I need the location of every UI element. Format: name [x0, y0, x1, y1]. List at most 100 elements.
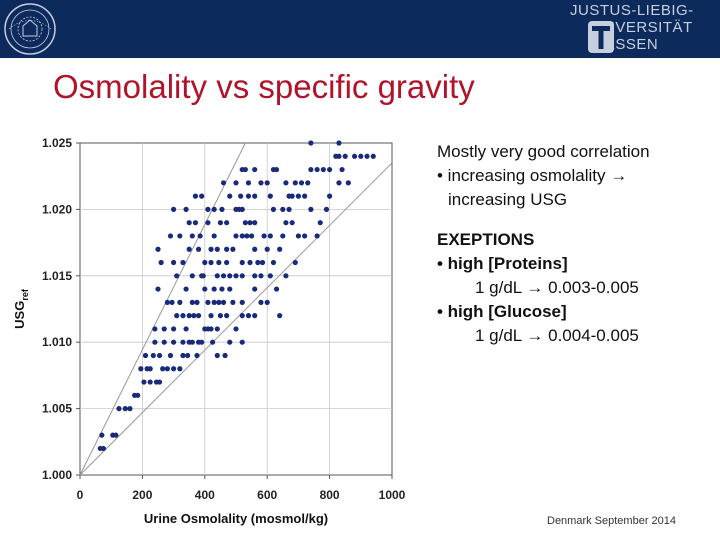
data-point — [264, 180, 270, 186]
y-tick-label: 1.005 — [42, 402, 72, 416]
data-point — [283, 180, 289, 186]
x-tick-label: 200 — [132, 488, 152, 502]
data-point — [345, 180, 351, 186]
data-point — [259, 259, 266, 266]
data-point — [277, 246, 283, 252]
data-point — [127, 406, 133, 412]
data-point — [351, 153, 358, 159]
x-tick-label: 0 — [77, 488, 84, 502]
data-point — [270, 259, 277, 266]
data-point — [183, 286, 189, 292]
data-point — [180, 339, 186, 345]
data-point — [258, 180, 264, 186]
data-point — [208, 313, 214, 319]
data-point — [189, 299, 195, 305]
data-point — [233, 206, 239, 212]
data-point — [308, 166, 314, 173]
data-point — [339, 166, 345, 173]
data-point — [249, 233, 255, 239]
data-point — [255, 259, 261, 266]
data-point — [239, 273, 245, 279]
data-point — [214, 273, 220, 279]
exception-glucose-range: 0.004-0.005 — [548, 326, 639, 345]
data-point — [208, 326, 214, 332]
data-point — [138, 366, 144, 372]
data-point — [238, 193, 244, 199]
note-line-3: increasing USG — [448, 190, 568, 209]
y-axis-title: USGref — [12, 288, 30, 329]
data-point — [247, 220, 253, 226]
slide-footer: Denmark September 2014 — [547, 515, 677, 527]
data-point — [277, 313, 283, 319]
data-point — [152, 339, 158, 345]
arrow-icon: → — [526, 278, 544, 297]
data-point — [280, 233, 286, 239]
note-line-2-text: • increasing osmolality — [437, 166, 606, 185]
note-line-2: • increasing osmolality → — [437, 164, 717, 188]
data-point — [150, 352, 156, 359]
data-point — [245, 193, 252, 199]
data-point — [252, 166, 258, 173]
data-point — [171, 206, 177, 212]
data-point — [227, 286, 233, 292]
exception-proteins-range: 0.003-0.005 — [548, 278, 639, 297]
data-point — [177, 233, 183, 239]
data-point — [252, 273, 258, 279]
data-point — [116, 406, 122, 412]
data-point — [171, 366, 177, 372]
data-point — [245, 180, 252, 186]
data-point — [233, 233, 239, 239]
exception-glucose-label: • high [Glucose] — [437, 302, 567, 321]
data-point — [180, 352, 186, 359]
data-point — [342, 153, 348, 159]
data-point — [224, 313, 230, 319]
x-tick-label: 1000 — [379, 488, 406, 502]
data-point — [280, 206, 286, 212]
data-point — [186, 246, 192, 252]
data-point — [208, 259, 214, 266]
plot-area — [79, 142, 393, 476]
data-point — [167, 352, 174, 359]
data-point — [99, 432, 105, 438]
data-point — [214, 352, 220, 359]
data-point — [302, 193, 308, 199]
data-point — [214, 246, 220, 252]
data-point — [247, 259, 253, 266]
data-point — [308, 206, 314, 212]
data-point — [199, 193, 205, 199]
data-point — [194, 352, 200, 359]
data-point — [239, 233, 245, 239]
data-point — [169, 299, 175, 305]
data-point — [147, 366, 153, 372]
data-point — [183, 206, 189, 212]
data-point — [230, 246, 236, 252]
data-point — [192, 193, 199, 199]
data-point — [323, 206, 330, 212]
data-point — [217, 220, 223, 226]
data-point — [222, 352, 228, 359]
data-point — [273, 166, 280, 173]
data-point — [177, 299, 183, 305]
data-point — [220, 180, 227, 186]
y-axis-title-main: USG — [12, 301, 27, 329]
data-point — [202, 286, 208, 292]
data-point — [270, 206, 277, 212]
data-point — [317, 220, 323, 226]
data-point — [252, 220, 258, 226]
data-point — [152, 326, 158, 332]
x-tick-label: 600 — [257, 488, 277, 502]
data-point — [295, 233, 301, 239]
data-point — [336, 140, 342, 146]
exception-proteins-label: • high [Proteins] — [437, 254, 568, 273]
data-point — [239, 259, 245, 266]
data-point — [267, 233, 273, 239]
data-point — [220, 299, 227, 305]
data-point — [164, 366, 170, 372]
data-point — [233, 326, 239, 332]
data-point — [220, 273, 227, 279]
data-point — [189, 233, 195, 239]
data-point — [185, 352, 191, 359]
data-point — [298, 180, 305, 186]
data-point — [171, 326, 177, 332]
data-point — [239, 206, 245, 212]
